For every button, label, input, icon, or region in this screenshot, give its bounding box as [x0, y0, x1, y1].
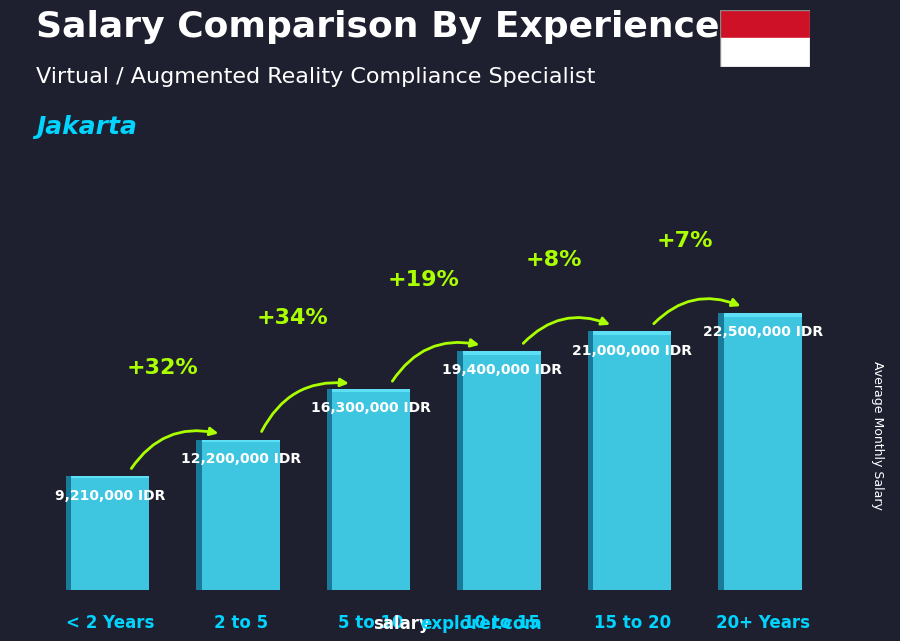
Text: Virtual / Augmented Reality Compliance Specialist: Virtual / Augmented Reality Compliance S…	[36, 67, 596, 87]
Text: explorer.com: explorer.com	[420, 615, 542, 633]
Text: 21,000,000 IDR: 21,000,000 IDR	[572, 344, 692, 358]
Text: 12,200,000 IDR: 12,200,000 IDR	[181, 452, 301, 466]
Text: 22,500,000 IDR: 22,500,000 IDR	[703, 325, 823, 339]
Text: +7%: +7%	[656, 231, 713, 251]
Bar	[332, 389, 410, 590]
Text: < 2 Years: < 2 Years	[66, 614, 155, 632]
Text: 5 to 10: 5 to 10	[338, 614, 404, 632]
Bar	[593, 331, 671, 335]
Text: Average Monthly Salary: Average Monthly Salary	[871, 362, 884, 510]
Bar	[724, 313, 802, 590]
Text: 2 to 5: 2 to 5	[213, 614, 268, 632]
Text: +19%: +19%	[388, 270, 459, 290]
Text: Jakarta: Jakarta	[36, 115, 137, 139]
Bar	[463, 351, 541, 590]
Bar	[202, 440, 280, 442]
Bar	[720, 38, 810, 67]
Text: 10 to 15: 10 to 15	[464, 614, 540, 632]
Bar	[327, 389, 332, 590]
Text: 9,210,000 IDR: 9,210,000 IDR	[55, 488, 166, 503]
Text: 15 to 20: 15 to 20	[594, 614, 670, 632]
Text: 19,400,000 IDR: 19,400,000 IDR	[442, 363, 562, 378]
Bar	[720, 10, 810, 38]
Text: 20+ Years: 20+ Years	[716, 614, 810, 632]
Text: +34%: +34%	[257, 308, 328, 328]
Bar	[196, 440, 202, 590]
Text: salary: salary	[374, 615, 430, 633]
Bar	[463, 351, 541, 354]
Bar	[66, 476, 71, 590]
Bar	[593, 331, 671, 590]
Bar	[71, 476, 149, 590]
Bar	[724, 313, 802, 317]
Bar	[457, 351, 463, 590]
Bar	[588, 331, 593, 590]
Bar	[332, 389, 410, 392]
Bar	[718, 313, 724, 590]
Bar	[202, 440, 280, 590]
Text: +32%: +32%	[127, 358, 198, 378]
Bar	[71, 476, 149, 478]
Text: +8%: +8%	[526, 250, 582, 270]
Text: 16,300,000 IDR: 16,300,000 IDR	[311, 401, 431, 415]
Text: Salary Comparison By Experience: Salary Comparison By Experience	[36, 10, 719, 44]
